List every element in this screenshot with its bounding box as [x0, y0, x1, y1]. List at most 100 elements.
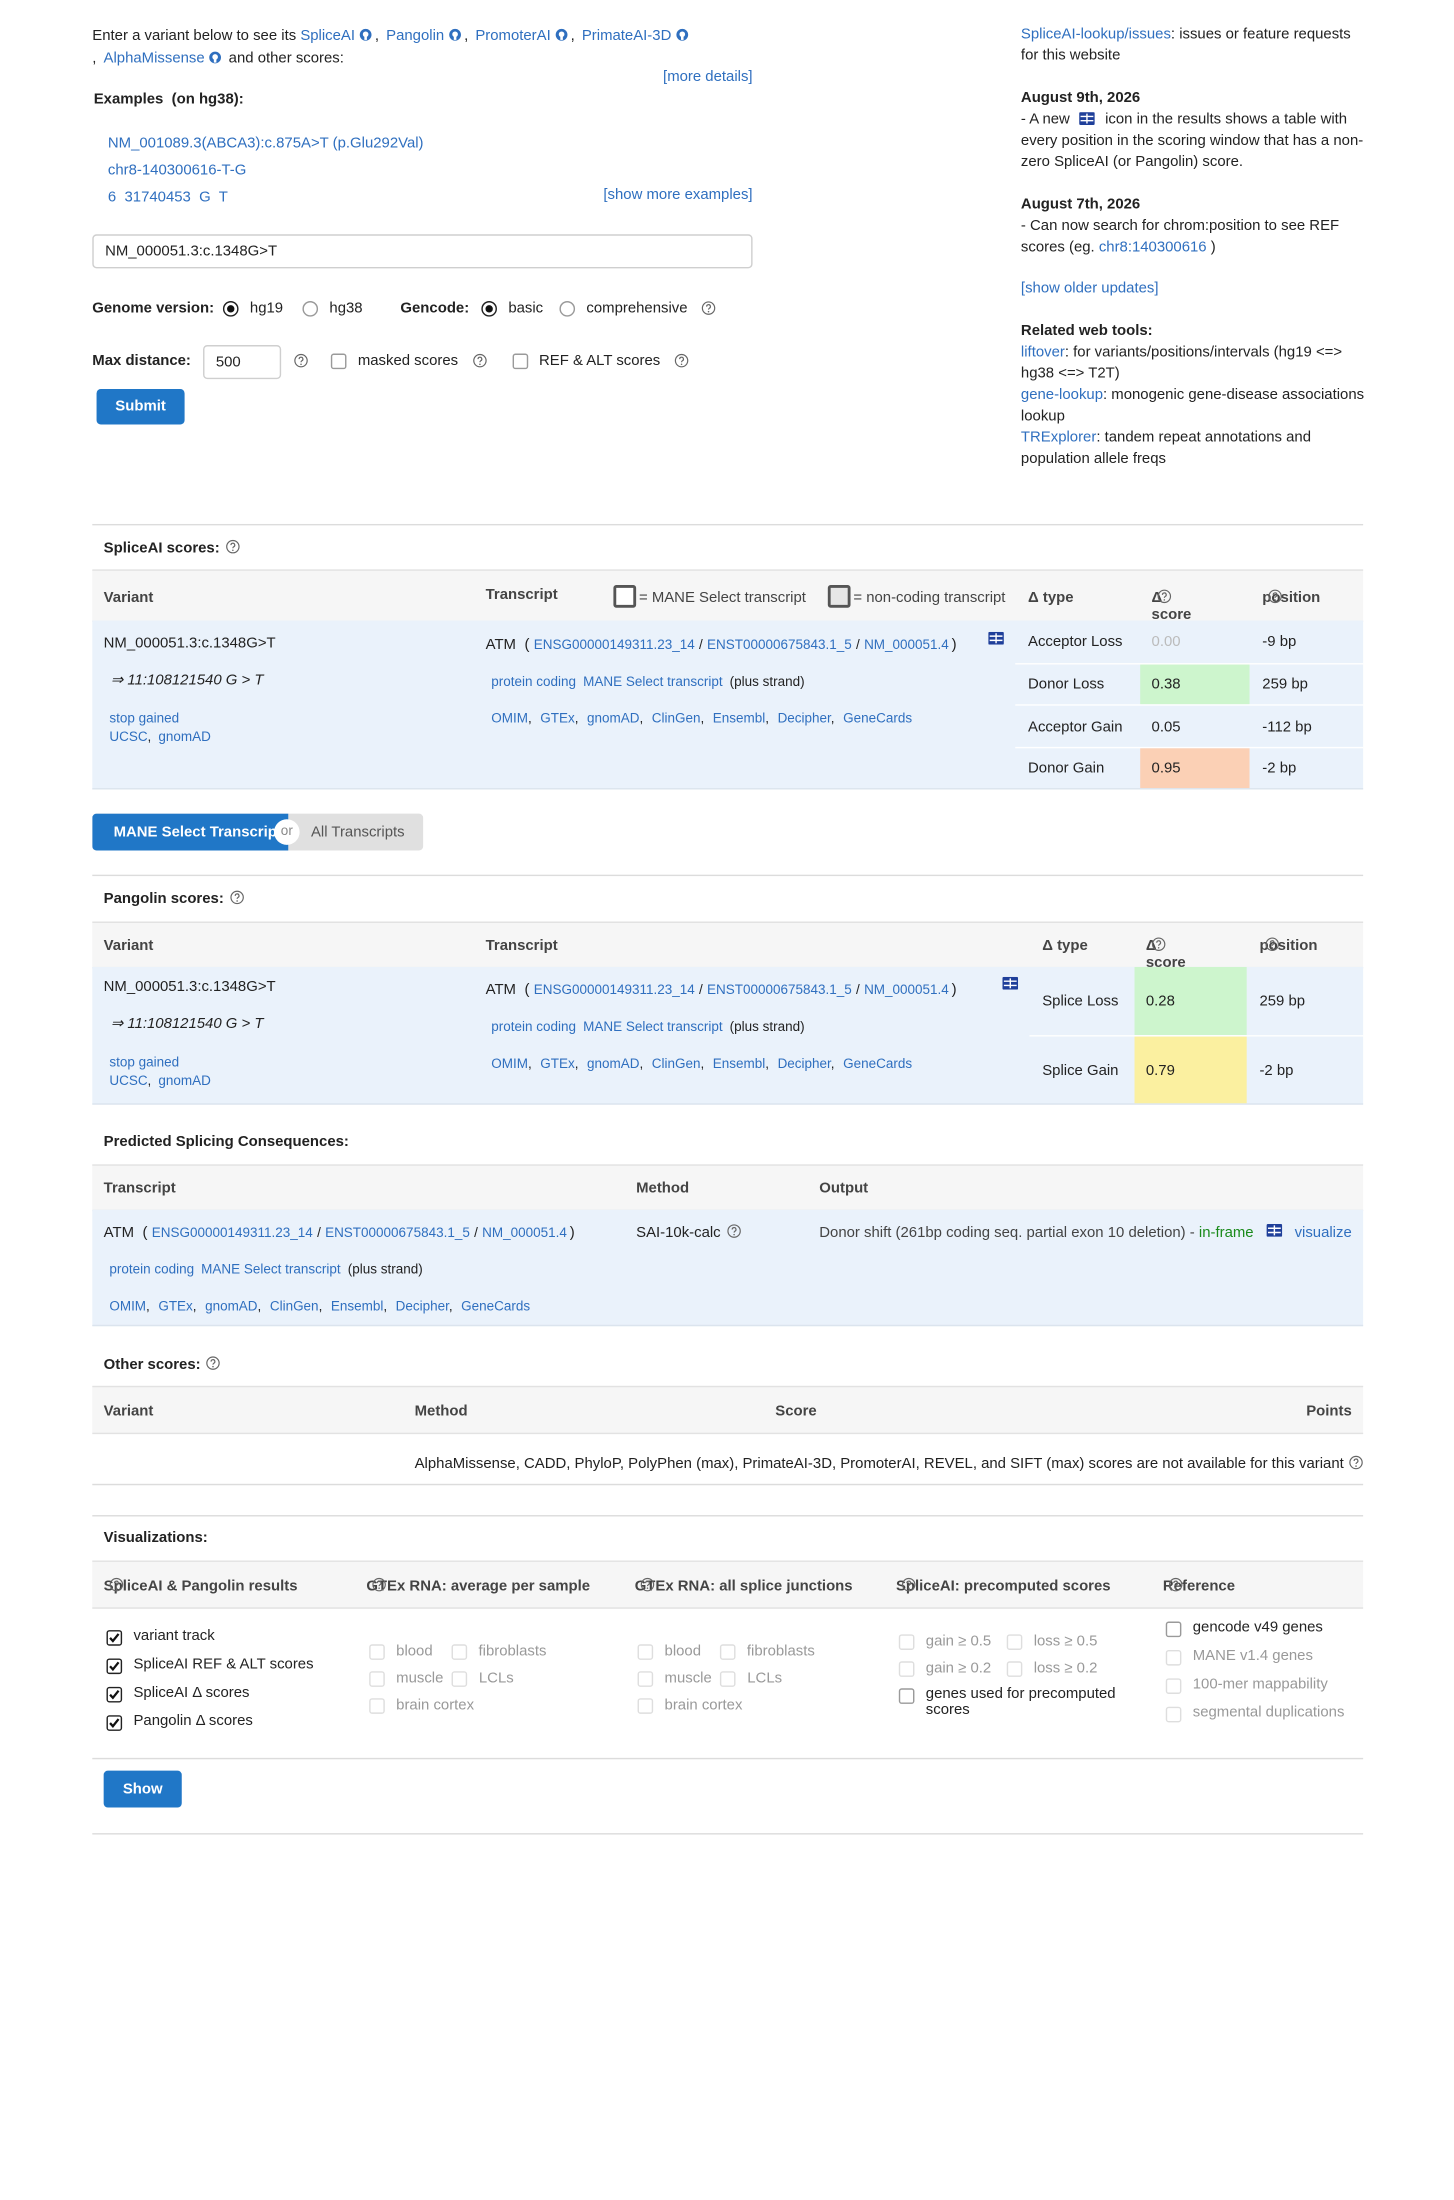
table-icon[interactable]	[1002, 976, 1019, 994]
update-link[interactable]: chr8:140300616	[1098, 238, 1207, 256]
transcript-id[interactable]: NM_000051.4	[864, 637, 949, 654]
github-icon[interactable]	[448, 28, 461, 41]
help-icon[interactable]	[1168, 1577, 1183, 1592]
mane[interactable]: MANE Select transcript	[583, 674, 723, 691]
variant-link[interactable]: UCSC	[109, 729, 148, 746]
help-icon[interactable]	[225, 539, 240, 554]
tool-link[interactable]: SpliceAI	[300, 26, 356, 45]
help-icon[interactable]	[1157, 589, 1172, 604]
vis-option[interactable]: Pangolin Δ scores	[106, 1713, 319, 1742]
gene-link[interactable]: Ensembl	[330, 1299, 384, 1315]
example-link[interactable]: chr8-140300616-T-G	[107, 161, 247, 179]
gene-link[interactable]: ClinGen	[651, 1056, 701, 1073]
gene-link[interactable]: ClinGen	[651, 711, 701, 728]
more-details-link[interactable]: [more details]	[663, 68, 753, 86]
transcript-id[interactable]: ENSG00000149311.23_14	[533, 982, 695, 999]
show-older-updates[interactable]: [show older updates]	[1020, 279, 1159, 297]
gene-link[interactable]: OMIM	[491, 1056, 529, 1073]
help-icon[interactable]	[206, 1356, 221, 1370]
transcript-id[interactable]: ENST00000675843.1_5	[325, 1225, 470, 1242]
vis-option[interactable]: SpliceAI Δ scores	[106, 1685, 319, 1713]
help-icon[interactable]	[1349, 1455, 1364, 1470]
gene-link[interactable]: OMIM	[491, 711, 529, 728]
help-icon[interactable]	[701, 301, 716, 315]
issues-link[interactable]: SpliceAI-lookup/issues	[1020, 25, 1171, 43]
gene-link[interactable]: GeneCards	[461, 1299, 531, 1315]
gene-link[interactable]: gnomAD	[587, 711, 640, 728]
max-distance-input[interactable]: 500	[203, 345, 282, 380]
transcript-id[interactable]: NM_000051.4	[482, 1225, 567, 1242]
gene-link[interactable]: GTEx	[540, 1056, 575, 1073]
tool-link[interactable]: liftover	[1020, 343, 1065, 361]
github-icon[interactable]	[359, 28, 372, 41]
checkbox[interactable]	[106, 1658, 123, 1675]
visualize-link[interactable]: visualize	[1294, 1223, 1352, 1242]
variant-link[interactable]: gnomAD	[158, 1073, 211, 1090]
checkbox[interactable]	[512, 352, 528, 369]
show-more-examples[interactable]: [show more examples]	[603, 186, 753, 204]
gene-link[interactable]: GTEx	[158, 1299, 193, 1315]
help-icon[interactable]	[1268, 589, 1282, 604]
help-icon[interactable]	[109, 1577, 124, 1592]
biotype[interactable]: protein coding	[109, 1262, 195, 1278]
vis-option[interactable]: variant track	[106, 1628, 319, 1657]
submit-button[interactable]: Submit	[96, 389, 185, 425]
github-icon[interactable]	[555, 28, 568, 41]
help-icon[interactable]	[229, 890, 244, 905]
gene-link[interactable]: Decipher	[395, 1299, 449, 1315]
biotype[interactable]: protein coding	[491, 674, 577, 691]
tool-link[interactable]: gene-lookup	[1020, 386, 1103, 404]
gene-link[interactable]: gnomAD	[587, 1056, 640, 1073]
mane[interactable]: MANE Select transcript	[201, 1262, 341, 1278]
checkbox[interactable]	[898, 1688, 915, 1704]
transcript-id[interactable]: ENSG00000149311.23_14	[533, 637, 695, 654]
gene-link[interactable]: Ensembl	[712, 711, 766, 728]
toggle-selected[interactable]: MANE Select Transcript	[92, 813, 289, 851]
tool-link[interactable]: PrimateAI-3D	[581, 26, 672, 45]
table-icon[interactable]	[1266, 1223, 1282, 1241]
radio[interactable]	[302, 300, 319, 316]
gene-link[interactable]: ClinGen	[269, 1299, 319, 1315]
variant-link[interactable]: gnomAD	[158, 729, 211, 746]
tool-link[interactable]: PromoterAI	[475, 26, 551, 45]
vis-option[interactable]: SpliceAI REF & ALT scores	[106, 1656, 319, 1685]
gene-link[interactable]: GTEx	[540, 711, 575, 728]
radio[interactable]	[559, 300, 576, 316]
help-icon[interactable]	[1151, 937, 1166, 951]
help-icon[interactable]	[1265, 937, 1279, 951]
table-icon[interactable]	[988, 631, 1004, 649]
gene-link[interactable]: Decipher	[777, 711, 831, 728]
help-icon[interactable]	[372, 1577, 386, 1592]
help-icon[interactable]	[902, 1577, 916, 1592]
transcript-id[interactable]: ENSG00000149311.23_14	[151, 1225, 313, 1242]
checkbox[interactable]	[330, 352, 347, 369]
show-button[interactable]: Show	[103, 1770, 182, 1808]
tool-link[interactable]: Pangolin	[386, 26, 445, 45]
radio[interactable]	[481, 300, 497, 316]
tool-link[interactable]: TRExplorer	[1020, 428, 1097, 446]
transcript-id[interactable]: ENST00000675843.1_5	[707, 982, 852, 999]
biotype[interactable]: protein coding	[491, 1019, 577, 1036]
checkbox[interactable]	[1165, 1621, 1182, 1638]
gene-link[interactable]: GeneCards	[843, 1056, 913, 1073]
checkbox[interactable]	[106, 1630, 123, 1646]
checkbox[interactable]	[106, 1715, 123, 1731]
github-icon[interactable]	[209, 51, 222, 64]
consequence[interactable]: stop gained	[109, 1055, 180, 1071]
help-icon[interactable]	[472, 353, 487, 368]
gene-link[interactable]: Ensembl	[712, 1056, 766, 1073]
variant-input[interactable]: NM_000051.3:c.1348G>T	[92, 234, 753, 269]
help-icon[interactable]	[294, 353, 308, 368]
vis-option[interactable]: genes used for precomputed scores	[898, 1686, 1133, 1730]
example-link[interactable]: 6 31740453 G T	[107, 188, 228, 206]
help-icon[interactable]	[726, 1224, 741, 1238]
gene-link[interactable]: gnomAD	[205, 1299, 258, 1315]
mane[interactable]: MANE Select transcript	[583, 1019, 723, 1036]
checkbox[interactable]	[106, 1686, 123, 1703]
tool-link[interactable]: AlphaMissense	[103, 49, 205, 67]
help-icon[interactable]	[640, 1577, 655, 1592]
toggle-other[interactable]: All Transcripts	[310, 823, 405, 841]
gene-link[interactable]: GeneCards	[843, 711, 913, 728]
transcript-id[interactable]: ENST00000675843.1_5	[707, 637, 852, 654]
example-link[interactable]: NM_001089.3(ABCA3):c.875A>T (p.Glu292Val…	[107, 134, 424, 152]
